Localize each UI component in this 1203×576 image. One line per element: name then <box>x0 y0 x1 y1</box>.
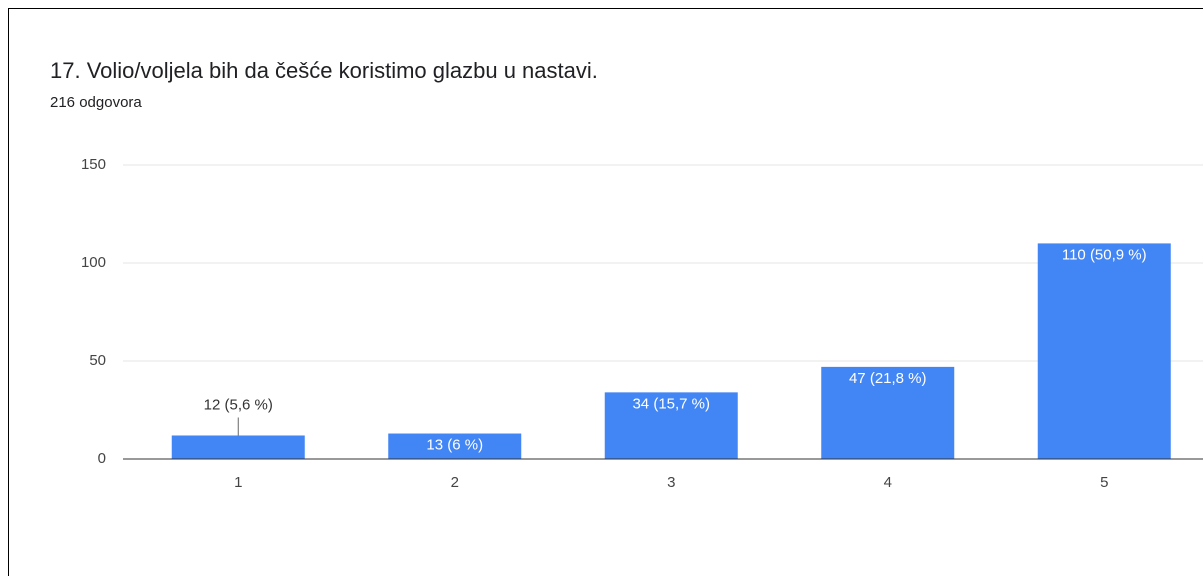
y-tick-label: 100 <box>81 254 106 271</box>
data-label: 110 (50,9 %) <box>1062 246 1147 263</box>
chart-subtitle: 216 odgovora <box>50 94 142 111</box>
y-tick-label: 50 <box>89 352 106 369</box>
y-tick-label: 150 <box>81 156 106 173</box>
x-tick-label: 3 <box>667 474 675 491</box>
x-tick-label: 5 <box>1100 474 1108 491</box>
bar <box>171 435 305 459</box>
data-label: 12 (5,6 %) <box>204 396 273 413</box>
x-tick-label: 2 <box>451 474 459 491</box>
chart-title: 17. Volio/voljela bih da češće koristimo… <box>50 58 598 83</box>
data-label: 34 (15,7 %) <box>632 395 710 412</box>
bar <box>388 433 522 459</box>
x-tick-label: 1 <box>234 474 242 491</box>
y-tick-label: 0 <box>98 450 106 467</box>
data-label: 13 (6 %) <box>426 436 483 453</box>
bar <box>1037 243 1171 459</box>
x-tick-label: 4 <box>884 474 892 491</box>
bar <box>821 366 955 459</box>
bar <box>604 392 738 459</box>
data-label: 47 (21,8 %) <box>849 370 927 387</box>
card <box>8 8 1203 576</box>
